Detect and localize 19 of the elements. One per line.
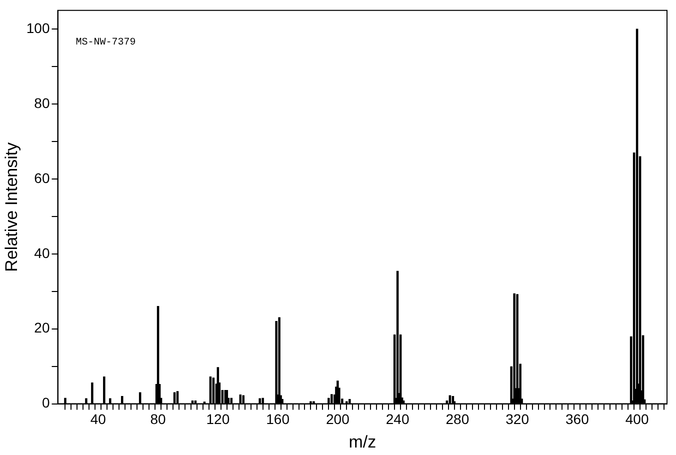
x-tick-label: 280 [446,411,470,428]
x-tick-label: 240 [386,411,410,428]
x-tick-label: 40 [90,411,106,428]
x-tick-label: 80 [150,411,166,428]
y-tick-label: 20 [34,320,50,336]
y-tick-label: 40 [34,244,50,261]
y-axis-title: Relative Intensity [2,142,21,272]
x-tick-label: 400 [625,411,649,428]
x-tick-label: 360 [566,411,590,428]
x-tick-label: 200 [326,411,350,428]
x-axis-title: m/z [348,432,376,452]
y-tick-label: 80 [34,94,50,111]
y-tick-label: 0 [42,394,50,411]
x-tick-label: 160 [266,411,290,428]
annotation: MS-NW-7379 [76,37,136,48]
x-tick-label: 320 [506,411,530,428]
y-tick-label: 60 [34,170,50,186]
y-tick-label: 100 [26,20,50,36]
x-tick-label: 120 [206,411,230,428]
